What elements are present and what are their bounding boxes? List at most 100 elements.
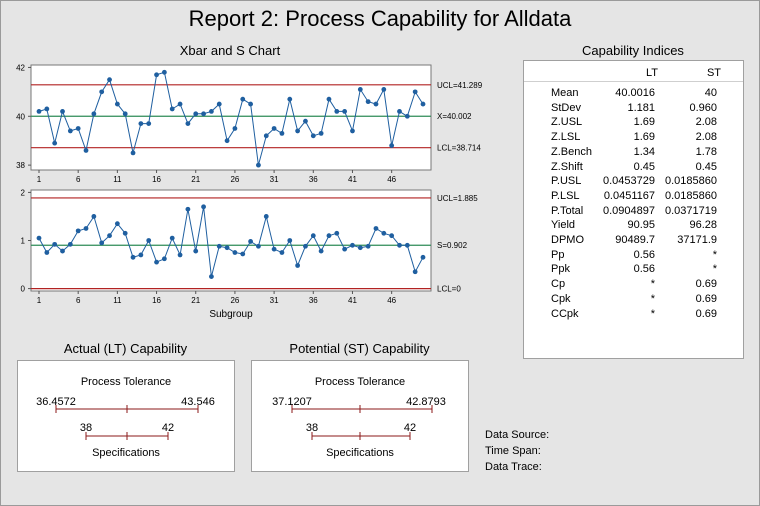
potential-specifications-label: Specifications — [326, 447, 394, 459]
s-point — [397, 242, 402, 248]
s-point — [177, 252, 183, 258]
xbar-point — [44, 106, 50, 112]
index-st-value: 2.08 — [695, 131, 717, 144]
potential-tolerance-heading: Process Tolerance — [315, 376, 405, 388]
s-y-tick-label: 0 — [21, 285, 26, 294]
index-lt-value: 40.0016 — [615, 87, 655, 99]
xbar-y-tick-label: 40 — [16, 112, 25, 121]
xbar-point — [177, 101, 183, 107]
xbar-point — [224, 138, 230, 144]
indices-title: Capability Indices — [582, 43, 684, 58]
index-lt-value: 1.34 — [633, 145, 655, 158]
report-title: Report 2: Process Capability for Alldata — [188, 6, 572, 31]
index-st-value: 0.0371719 — [665, 204, 717, 217]
index-label: Z.Bench — [551, 145, 592, 158]
s-point — [161, 256, 167, 262]
xbar-point — [295, 128, 301, 134]
index-label: Mean — [551, 87, 579, 99]
s-point — [365, 243, 371, 249]
s-point — [44, 250, 50, 255]
xbar-point — [169, 106, 175, 112]
xbar-point — [279, 130, 285, 136]
xbar-x-tick-label: 16 — [152, 175, 161, 184]
indices-row: Cp * 0.69 — [524, 278, 744, 292]
xbar-y-tick-label: 42 — [16, 63, 25, 72]
s-point — [318, 248, 324, 254]
s-x-tick-label: 41 — [348, 296, 357, 305]
s-point — [91, 214, 97, 219]
xbar-point — [404, 113, 410, 119]
xbar-y-tick-label: 38 — [16, 161, 25, 170]
index-st-value: * — [712, 263, 717, 276]
data-trace-label: Data Trace: — [485, 461, 542, 473]
s-point — [83, 226, 89, 231]
s-point — [36, 235, 42, 241]
xbar-point — [193, 111, 199, 117]
index-label: Pp — [551, 248, 565, 261]
xbar-point — [287, 96, 293, 102]
s-point — [224, 245, 230, 251]
s-point — [303, 243, 308, 249]
xbar-point — [365, 99, 371, 105]
index-label: Yield — [551, 219, 576, 232]
index-st-value: 0.45 — [695, 160, 717, 173]
xbar-point — [91, 111, 97, 117]
indices-row: DPMO 90489.7 37171.9 — [524, 234, 744, 248]
xbar-point — [271, 126, 277, 131]
s-point — [209, 274, 214, 279]
s-point — [154, 259, 159, 265]
s-point — [67, 241, 73, 247]
s-point — [146, 238, 152, 243]
xbar-point — [303, 118, 308, 124]
indices-divider — [524, 81, 743, 82]
s-point — [52, 241, 58, 247]
xbar-point — [256, 162, 261, 168]
xbar-point — [138, 121, 144, 127]
s-point — [216, 243, 222, 249]
xbar-point — [36, 108, 42, 114]
s-point — [138, 252, 144, 258]
xbar-x-tick-label: 36 — [309, 175, 318, 184]
xbar-point — [107, 77, 112, 83]
indices-row: Z.USL 1.69 2.08 — [524, 116, 744, 130]
s-point — [114, 221, 120, 227]
index-st-value: 0.69 — [695, 307, 717, 320]
indices-row: Yield 90.95 96.28 — [524, 219, 744, 233]
potential-capability-panel: Process Tolerance 37.1207 42.8793 38 42 … — [251, 360, 469, 472]
xbar-point — [146, 121, 152, 127]
xbar-point — [185, 121, 191, 127]
s-point — [404, 242, 410, 248]
index-lt-value: 1.181 — [627, 101, 655, 114]
indices-row: P.Total 0.0904897 0.0371719 — [524, 205, 744, 219]
index-label: Cp — [551, 278, 566, 291]
s-point — [99, 240, 105, 246]
index-label: P.USL — [551, 175, 582, 188]
s-point — [130, 254, 136, 260]
indices-row: P.USL 0.0453729 0.0185860 — [524, 175, 744, 189]
s-point — [350, 242, 355, 248]
s-x-tick-label: 21 — [191, 296, 200, 305]
s-point — [373, 226, 379, 231]
xbar-point — [342, 108, 348, 114]
index-lt-value: * — [650, 278, 655, 291]
s-point — [185, 206, 191, 212]
s-point — [412, 269, 418, 275]
indices-row: Pp 0.56 * — [524, 249, 744, 263]
potential-tol-low: 37.1207 — [272, 396, 312, 408]
index-st-value: 0.960 — [689, 101, 717, 114]
s-plot-area — [30, 189, 432, 292]
index-st-value: 0.0185860 — [665, 175, 717, 188]
index-lt-value: 0.0451167 — [603, 189, 655, 202]
index-label: StDev — [551, 101, 581, 114]
s-x-tick-label: 16 — [152, 296, 161, 305]
xbar-point — [83, 148, 89, 153]
s-point — [122, 230, 128, 236]
xbar-point — [161, 69, 167, 75]
actual-spec-low: 38 — [80, 422, 92, 434]
index-lt-value: * — [650, 307, 655, 320]
xbar-point — [209, 108, 214, 114]
s-x-tick-label: 31 — [270, 296, 279, 305]
s-point — [287, 238, 293, 243]
xbar-point — [318, 130, 324, 136]
col-lt-header: LT — [645, 67, 659, 79]
